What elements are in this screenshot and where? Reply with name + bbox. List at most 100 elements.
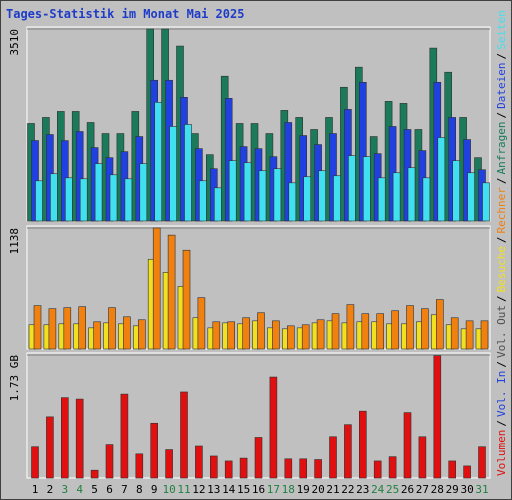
bar: [284, 122, 293, 222]
bar: [150, 422, 158, 479]
legend-entry: Anfragen: [495, 121, 508, 174]
bar: [331, 313, 340, 350]
legend-entry: Seiten: [495, 10, 508, 50]
bar: [391, 310, 399, 350]
bar: [78, 306, 86, 350]
x-tick-label: 16: [252, 483, 265, 496]
bar: [284, 458, 293, 479]
bar: [301, 324, 310, 350]
bar: [31, 446, 39, 479]
bar: [435, 299, 444, 350]
bar: [195, 445, 203, 479]
bar: [376, 313, 385, 350]
bar: [299, 458, 308, 479]
bar: [105, 444, 114, 479]
legend-separator: /: [495, 361, 508, 368]
x-tick-label: 23: [356, 483, 369, 496]
bar: [329, 436, 337, 479]
bar: [269, 376, 278, 479]
legend-entry: Besuche: [495, 246, 508, 292]
bar: [480, 320, 489, 350]
bar: [303, 176, 312, 222]
x-tick-label: 8: [136, 483, 143, 496]
bar: [437, 137, 446, 222]
x-tick-label: 31: [475, 483, 488, 496]
bar: [169, 126, 177, 222]
bar: [60, 397, 69, 479]
x-tick-label: 27: [416, 483, 429, 496]
bar: [242, 317, 250, 350]
legend-separator: /: [495, 236, 508, 243]
x-tick-label: 29: [446, 483, 459, 496]
bar: [392, 172, 401, 222]
bar: [450, 317, 459, 350]
bar: [239, 457, 248, 479]
bar: [214, 187, 222, 222]
bar: [448, 460, 457, 479]
bar: [403, 412, 412, 479]
y-tick-label: 1138: [8, 228, 21, 255]
bar: [35, 180, 43, 222]
bar: [358, 81, 367, 222]
x-tick-label: 18: [282, 483, 295, 496]
x-tick-label: 28: [431, 483, 444, 496]
bar: [254, 437, 263, 479]
x-tick-label: 30: [460, 483, 473, 496]
chart-title: Tages-Statistik im Monat Mai 2025: [6, 7, 244, 21]
x-tick-label: 25: [386, 483, 399, 496]
x-tick-label: 21: [326, 483, 339, 496]
x-tick-label: 15: [237, 483, 250, 496]
bar: [50, 173, 58, 222]
bar: [344, 424, 352, 479]
bar: [362, 156, 371, 222]
bar: [120, 393, 129, 479]
bar: [224, 460, 233, 479]
bar: [152, 227, 161, 350]
x-tick-label: 14: [222, 483, 236, 496]
bar: [318, 170, 326, 222]
bar: [314, 459, 322, 479]
bar: [407, 167, 416, 222]
x-tick-label: 12: [192, 483, 205, 496]
bar: [180, 391, 188, 479]
legend-separator: /: [495, 295, 508, 302]
legend-entry: Rechner: [495, 187, 508, 234]
x-tick-label: 9: [151, 483, 158, 496]
bar: [199, 180, 207, 222]
y-tick-label: 3510: [8, 29, 21, 56]
bar: [123, 316, 131, 350]
bar: [93, 321, 101, 350]
x-tick-label: 11: [177, 483, 190, 496]
x-tick-label: 6: [106, 483, 113, 496]
x-tick-label: 17: [267, 483, 280, 496]
x-tick-label: 13: [207, 483, 220, 496]
bar: [418, 436, 427, 479]
bar: [421, 308, 429, 350]
x-tick-label: 26: [401, 483, 414, 496]
bar: [46, 416, 54, 479]
bar: [48, 308, 57, 350]
bar: [257, 312, 265, 350]
bar: [109, 174, 118, 222]
x-tick-label: 3: [61, 483, 68, 496]
bar: [422, 177, 431, 222]
x-tick-label: 10: [162, 483, 175, 496]
x-tick-label: 22: [341, 483, 354, 496]
bar: [124, 178, 133, 222]
bar: [210, 455, 218, 479]
bar: [358, 410, 367, 479]
bar: [79, 178, 88, 222]
bar: [212, 321, 221, 350]
x-tick-label: 19: [297, 483, 310, 496]
bar: [478, 446, 486, 479]
bar: [228, 160, 237, 222]
bar: [243, 162, 252, 222]
bar: [316, 319, 325, 350]
bar: [433, 355, 442, 479]
bar: [65, 177, 73, 222]
bar: [258, 170, 267, 222]
y-tick-label: 1.73 GB: [8, 355, 21, 402]
bar: [273, 168, 282, 222]
